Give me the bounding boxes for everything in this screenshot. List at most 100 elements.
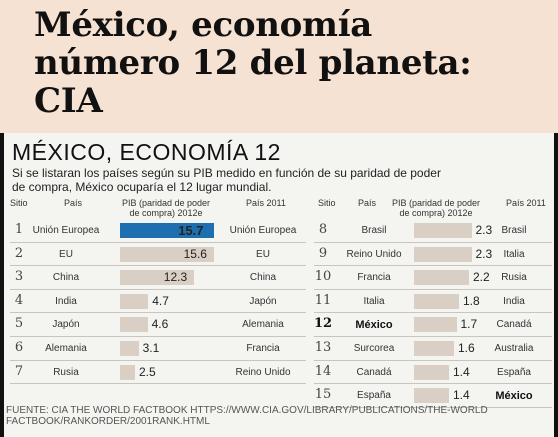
country-label: Rusia — [53, 366, 79, 378]
row-separator — [314, 406, 552, 408]
rank-label: 8 — [318, 222, 328, 237]
value-label: 3.1 — [142, 341, 160, 355]
value-label: 1.8 — [463, 293, 480, 308]
bar-mark — [414, 364, 449, 380]
headline-line-3: CIA — [34, 81, 103, 121]
bar-mark — [414, 223, 472, 238]
bar-mark — [414, 270, 469, 286]
country-2011-label: Canadá — [496, 319, 532, 331]
headline-line-1: México, economía — [34, 5, 373, 45]
country-2011-label: España — [497, 366, 531, 378]
headline-banner: México, economía número 12 del planeta: … — [0, 0, 558, 133]
row-separator — [314, 383, 552, 385]
row-separator — [314, 359, 552, 361]
header-pib-left-line-1: PIB (paridad de poder — [121, 198, 211, 208]
country-2011-label: Brasil — [501, 225, 527, 236]
country-2011-label: China — [249, 272, 277, 284]
country-2011-label: Italia — [503, 248, 525, 260]
rank-label: 4 — [14, 292, 24, 308]
country-2011-label: Alemania — [242, 319, 284, 331]
row-separator — [10, 336, 306, 337]
bar-mark — [120, 293, 149, 309]
country-label: China — [52, 272, 80, 284]
bar-mark — [120, 364, 135, 380]
header-pais-right: País — [358, 198, 377, 208]
country-label: Canadá — [356, 366, 392, 378]
country-2011-label: India — [503, 295, 525, 307]
row-separator — [10, 241, 306, 243]
value-label: 2.2 — [473, 270, 490, 285]
country-label: Reino Unido — [346, 248, 402, 260]
rank-label: 13 — [314, 340, 332, 355]
rank-label: 15 — [314, 387, 332, 403]
rank-label: 3 — [14, 269, 24, 285]
bar-mark — [120, 223, 215, 238]
country-label: México — [355, 319, 393, 332]
bar-mark — [120, 317, 148, 333]
rank-label: 9 — [318, 245, 328, 261]
country-label: India — [55, 295, 77, 307]
infographic-title: MÉXICO, ECONOMÍA 12 — [12, 139, 281, 165]
row-separator — [314, 336, 552, 337]
infographic-subtitle-line-2: de compra, México ocuparía el 12 lugar m… — [12, 180, 272, 194]
row-separator — [314, 312, 552, 314]
rank-label: 12 — [314, 316, 333, 332]
row-separator — [10, 359, 306, 361]
header-sitio-right: Sitio — [318, 198, 336, 208]
row-separator — [314, 265, 552, 267]
country-2011-label: Reino Unido — [235, 366, 291, 378]
country-label: Alemania — [45, 343, 87, 354]
country-2011-label: Unión Europea — [229, 225, 297, 236]
infographic-subtitle-line-1: Si se listaran los países según su PIB m… — [12, 166, 441, 180]
country-label: Japón — [52, 319, 80, 331]
header-pib-left: PIB (paridad de poder de compra) 2012e — [116, 198, 216, 218]
bar-mark — [414, 388, 449, 404]
country-label: Italia — [363, 295, 385, 307]
header-pais-left: País — [64, 198, 83, 208]
value-label: 2.3 — [475, 223, 493, 237]
row-separator — [10, 288, 306, 290]
country-label: EU — [59, 248, 73, 260]
row-separator — [10, 312, 306, 314]
rank-label: 6 — [14, 340, 24, 355]
country-2011-label: Japón — [249, 295, 277, 307]
row-separator — [10, 383, 306, 385]
rank-label: 5 — [14, 316, 24, 332]
header-sitio-left: Sitio — [10, 198, 28, 208]
country-label: Francia — [357, 272, 391, 284]
value-label: 1.4 — [453, 388, 470, 403]
header-pais2011-left: País 2011 — [246, 198, 286, 208]
bar-mark — [414, 246, 472, 262]
value-label: 12.3 — [163, 270, 188, 285]
value-label: 4.7 — [152, 293, 169, 308]
source-note: FUENTE: CIA THE WORLD FACTBOOK HTTPS://W… — [6, 405, 488, 427]
rank-label: 11 — [314, 292, 332, 308]
row-separator — [314, 288, 552, 290]
infographic-panel: MÉXICO, ECONOMÍA 12 Si se listaran los p… — [4, 133, 554, 437]
country-2011-label: Australia — [494, 343, 534, 354]
country-label: España — [357, 390, 391, 402]
bar-mark — [120, 270, 194, 286]
value-label: 1.4 — [453, 364, 470, 379]
value-label: 1.6 — [458, 341, 475, 355]
row-separator — [314, 241, 552, 243]
header-pais2011-right: País 2011 — [506, 198, 546, 208]
header-pib-right: PIB (paridad de poder de compra) 2012e — [386, 198, 486, 218]
country-2011-label: Francia — [246, 343, 280, 354]
rank-label: 10 — [314, 269, 332, 285]
rank-label: 2 — [14, 245, 24, 261]
headline-line-2: número 12 del planeta: — [34, 43, 472, 83]
rank-label: 14 — [314, 363, 332, 379]
bar-mark — [414, 293, 459, 309]
country-2011-label: México — [495, 390, 533, 403]
bar-mark — [120, 246, 214, 262]
value-label: 2.5 — [139, 364, 156, 379]
header-pib-left-line-2: de compra) 2012e — [129, 208, 203, 218]
bar-mark — [414, 317, 457, 333]
value-label: 4.6 — [151, 317, 169, 332]
rank-label: 1 — [14, 222, 24, 237]
country-label: Unión Europea — [32, 225, 100, 236]
country-2011-label: Rusia — [501, 272, 527, 284]
bar-mark — [120, 341, 139, 356]
rank-label: 7 — [14, 363, 24, 379]
